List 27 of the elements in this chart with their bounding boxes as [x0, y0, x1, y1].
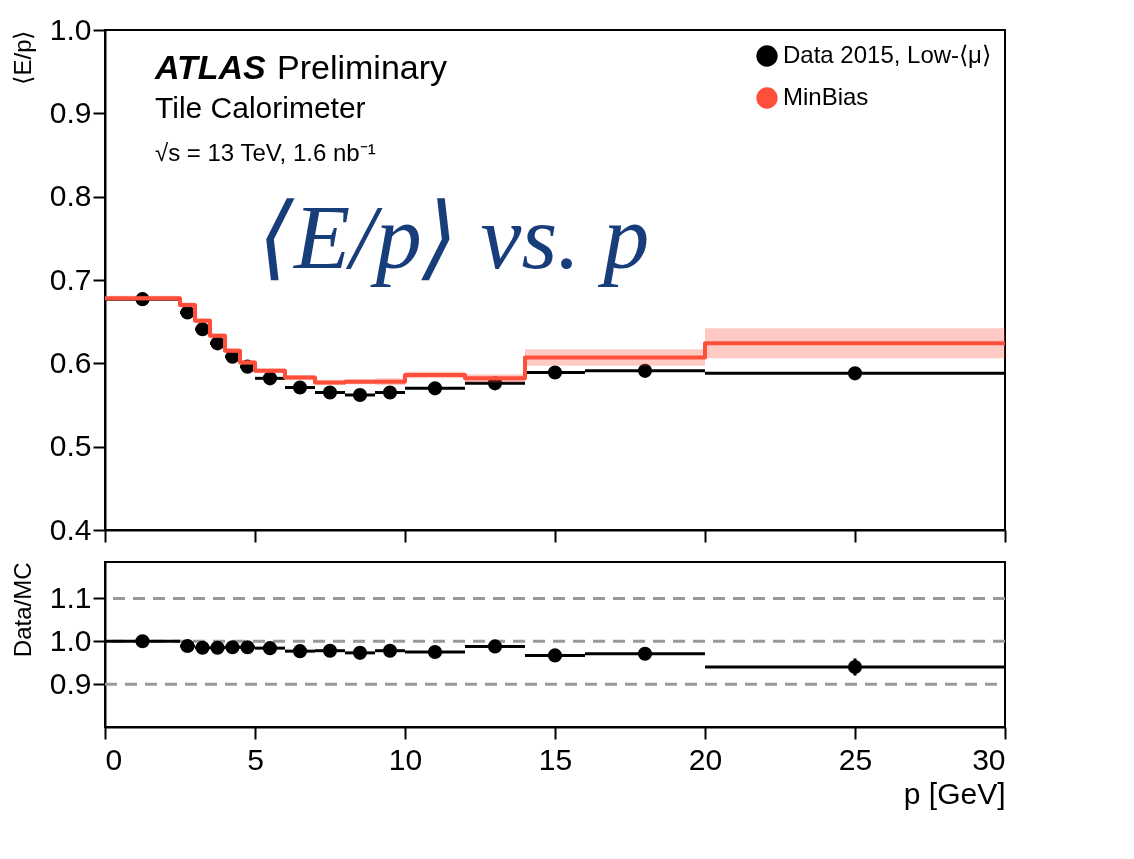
x-tick-label: 5: [247, 742, 264, 776]
y-axis-title: Data/MC: [8, 562, 36, 658]
legend-label: Data 2015, Low-⟨μ⟩: [783, 41, 991, 68]
x-tick-label: 0: [105, 742, 123, 776]
y-tick-label: 0.6: [49, 345, 92, 379]
y-tick-label: 0.9: [49, 666, 92, 700]
x-tick-label: 10: [388, 742, 423, 776]
x-tick-label: 30: [972, 742, 1006, 776]
y-axis-title: ⟨E/p⟩: [8, 30, 36, 85]
x-tick-label: 15: [538, 742, 573, 776]
y-tick-label: 0.8: [49, 179, 92, 213]
annotation: √s = 13 TeV, 1.6 nb⁻¹: [155, 139, 376, 166]
y-tick-label: 0.4: [49, 512, 92, 546]
legend-label: MinBias: [783, 83, 869, 110]
annotation: ATLAS: [154, 48, 267, 86]
annotation: ⟨E/p⟩ vs. p: [258, 186, 650, 288]
x-tick-label: 25: [838, 742, 873, 776]
y-tick-label: 0.7: [49, 262, 92, 296]
annotation: Tile Calorimeter: [155, 91, 366, 124]
y-tick-label: 0.5: [49, 429, 92, 463]
y-tick-label: 1.0: [49, 623, 92, 657]
y-tick-label: 1.1: [49, 580, 92, 614]
x-tick-label: 20: [688, 742, 723, 776]
annotation: Preliminary: [277, 48, 448, 86]
y-tick-label: 1.0: [49, 12, 92, 46]
y-tick-label: 0.9: [49, 95, 92, 129]
x-axis-title: p [GeV]: [903, 776, 1006, 810]
